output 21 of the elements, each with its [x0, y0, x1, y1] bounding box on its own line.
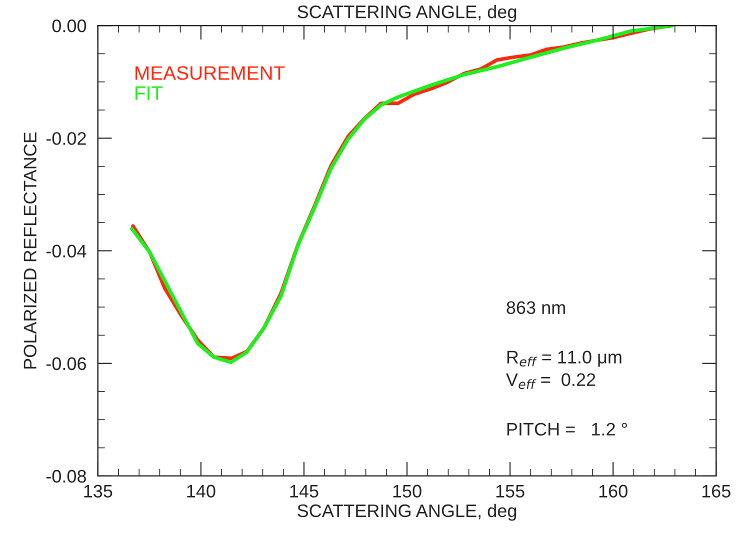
x-tick-label: 155 — [496, 484, 524, 498]
annotation: R$_{eff}$ = 11.0 μm — [507, 350, 622, 367]
text: MEASUREMENT — [136, 66, 285, 80]
x-axis-title: SCATTERING ANGLE, deg — [298, 504, 516, 521]
y-axis-title: POLARIZED REFLECTANCE — [24, 132, 37, 369]
x-tick-label: 145 — [290, 484, 318, 498]
x-tick-label: 150 — [393, 484, 422, 498]
y-tick-label: -0.02 — [46, 132, 86, 145]
annotation: 863 nm — [506, 301, 565, 314]
x-tick-label: 160 — [599, 484, 628, 498]
y-tick-label: 0.00 — [52, 20, 86, 32]
x2-axis-title: SCATTERING ANGLE, deg — [298, 5, 516, 22]
annotation: V$_{eff}$ = 0.22 — [506, 373, 596, 390]
text: FIT — [136, 86, 163, 100]
annotation: PITCH = 1.2 ° — [507, 422, 627, 436]
x-tick-label: 135 — [84, 484, 112, 498]
y-tick-label: -0.06 — [46, 357, 86, 370]
x-tick-label: 165 — [702, 484, 730, 498]
y-tick-label: -0.04 — [46, 244, 86, 258]
x-tick-label: 140 — [187, 484, 216, 498]
y-tick-label: -0.08 — [46, 470, 86, 483]
